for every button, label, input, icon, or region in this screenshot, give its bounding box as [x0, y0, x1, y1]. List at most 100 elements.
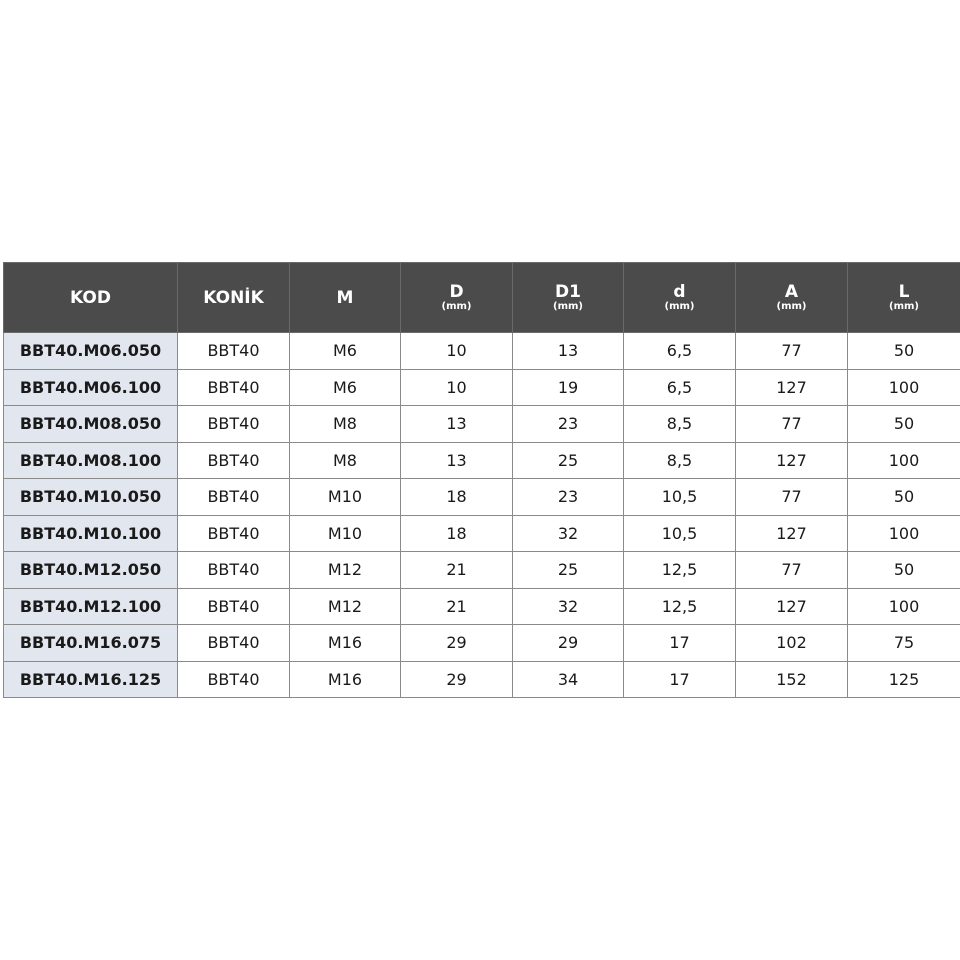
table-row: BBT40.M10.050 BBT40 M10 18 23 10,5 77 50 — [3, 478, 960, 516]
header-label: D — [449, 281, 464, 302]
cell-d: 29 — [400, 624, 513, 662]
header-unit: (mm) — [664, 300, 695, 312]
cell-d: 29 — [400, 660, 513, 698]
header-label: D1 — [555, 281, 581, 302]
cell-d: 21 — [400, 587, 513, 625]
header-label: KONİK — [203, 287, 264, 308]
cell-a: 127 — [735, 514, 848, 552]
cell-d1: 19 — [512, 368, 624, 406]
table-row: BBT40.M06.100 BBT40 M6 10 19 6,5 127 100 — [3, 368, 960, 406]
cell-d1: 32 — [512, 587, 624, 625]
header-row: KOD KONİK M D (mm) D1 (mm) d (mm) A (mm) L (mm) — [3, 262, 960, 333]
cell-a: 127 — [735, 441, 848, 479]
cell-kod: BBT40.M16.075 — [3, 624, 178, 662]
cell-d: 13 — [400, 441, 513, 479]
cell-d-small: 12,5 — [623, 587, 736, 625]
header-l: L (mm) — [847, 262, 960, 333]
cell-l: 100 — [847, 441, 960, 479]
cell-m: M12 — [289, 551, 401, 589]
cell-l: 100 — [847, 514, 960, 552]
header-unit: (mm) — [441, 300, 472, 312]
cell-m: M8 — [289, 441, 401, 479]
cell-d: 18 — [400, 514, 513, 552]
cell-d-small: 17 — [623, 624, 736, 662]
cell-m: M10 — [289, 514, 401, 552]
cell-kod: BBT40.M10.100 — [3, 514, 178, 552]
cell-konik: BBT40 — [177, 660, 290, 698]
cell-a: 77 — [735, 332, 848, 370]
table-row: BBT40.M08.100 BBT40 M8 13 25 8,5 127 100 — [3, 441, 960, 479]
header-unit: (mm) — [776, 300, 807, 312]
cell-l: 75 — [847, 624, 960, 662]
cell-d1: 23 — [512, 405, 624, 443]
table-row: BBT40.M12.050 BBT40 M12 21 25 12,5 77 50 — [3, 551, 960, 589]
cell-d-small: 12,5 — [623, 551, 736, 589]
cell-konik: BBT40 — [177, 624, 290, 662]
header-kod: KOD — [3, 262, 178, 333]
cell-konik: BBT40 — [177, 551, 290, 589]
cell-d-small: 10,5 — [623, 478, 736, 516]
cell-d-small: 6,5 — [623, 332, 736, 370]
cell-konik: BBT40 — [177, 368, 290, 406]
cell-m: M6 — [289, 332, 401, 370]
cell-d1: 25 — [512, 441, 624, 479]
header-d: D (mm) — [400, 262, 513, 333]
cell-a: 127 — [735, 587, 848, 625]
cell-a: 77 — [735, 405, 848, 443]
cell-d: 10 — [400, 368, 513, 406]
table-row: BBT40.M10.100 BBT40 M10 18 32 10,5 127 100 — [3, 514, 960, 552]
cell-d1: 34 — [512, 660, 624, 698]
header-unit: (mm) — [553, 300, 583, 312]
cell-m: M10 — [289, 478, 401, 516]
header-label: KOD — [70, 287, 111, 308]
cell-a: 152 — [735, 660, 848, 698]
cell-d1: 13 — [512, 332, 624, 370]
cell-kod: BBT40.M06.050 — [3, 332, 178, 370]
cell-kod: BBT40.M08.100 — [3, 441, 178, 479]
cell-konik: BBT40 — [177, 587, 290, 625]
cell-kod: BBT40.M12.050 — [3, 551, 178, 589]
cell-a: 77 — [735, 551, 848, 589]
cell-konik: BBT40 — [177, 332, 290, 370]
cell-l: 50 — [847, 332, 960, 370]
cell-l: 50 — [847, 478, 960, 516]
cell-l: 100 — [847, 587, 960, 625]
header-label: L — [898, 281, 910, 302]
product-spec-table: KOD KONİK M D (mm) D1 (mm) d (mm) A (mm) L (mm) BBT4… — [3, 262, 960, 698]
cell-d1: 23 — [512, 478, 624, 516]
cell-d: 21 — [400, 551, 513, 589]
header-label: A — [784, 281, 799, 302]
cell-m: M8 — [289, 405, 401, 443]
cell-l: 50 — [847, 551, 960, 589]
table-row: BBT40.M16.125 BBT40 M16 29 34 17 152 125 — [3, 660, 960, 698]
header-unit: (mm) — [889, 300, 919, 312]
header-d-small: d (mm) — [623, 262, 736, 333]
cell-d-small: 8,5 — [623, 405, 736, 443]
cell-d-small: 10,5 — [623, 514, 736, 552]
cell-kod: BBT40.M12.100 — [3, 587, 178, 625]
cell-konik: BBT40 — [177, 405, 290, 443]
table-row: BBT40.M06.050 BBT40 M6 10 13 6,5 77 50 — [3, 332, 960, 370]
cell-d: 13 — [400, 405, 513, 443]
cell-l: 50 — [847, 405, 960, 443]
cell-m: M12 — [289, 587, 401, 625]
cell-a: 127 — [735, 368, 848, 406]
cell-konik: BBT40 — [177, 478, 290, 516]
cell-kod: BBT40.M06.100 — [3, 368, 178, 406]
cell-kod: BBT40.M16.125 — [3, 660, 178, 698]
header-label: M — [336, 287, 354, 308]
cell-kod: BBT40.M10.050 — [3, 478, 178, 516]
cell-d1: 29 — [512, 624, 624, 662]
header-konik: KONİK — [177, 262, 290, 333]
cell-a: 77 — [735, 478, 848, 516]
cell-d-small: 6,5 — [623, 368, 736, 406]
cell-d-small: 8,5 — [623, 441, 736, 479]
cell-d: 10 — [400, 332, 513, 370]
cell-konik: BBT40 — [177, 514, 290, 552]
cell-l: 100 — [847, 368, 960, 406]
cell-d1: 32 — [512, 514, 624, 552]
cell-konik: BBT40 — [177, 441, 290, 479]
cell-d: 18 — [400, 478, 513, 516]
table-row: BBT40.M12.100 BBT40 M12 21 32 12,5 127 100 — [3, 587, 960, 625]
header-d1: D1 (mm) — [512, 262, 624, 333]
